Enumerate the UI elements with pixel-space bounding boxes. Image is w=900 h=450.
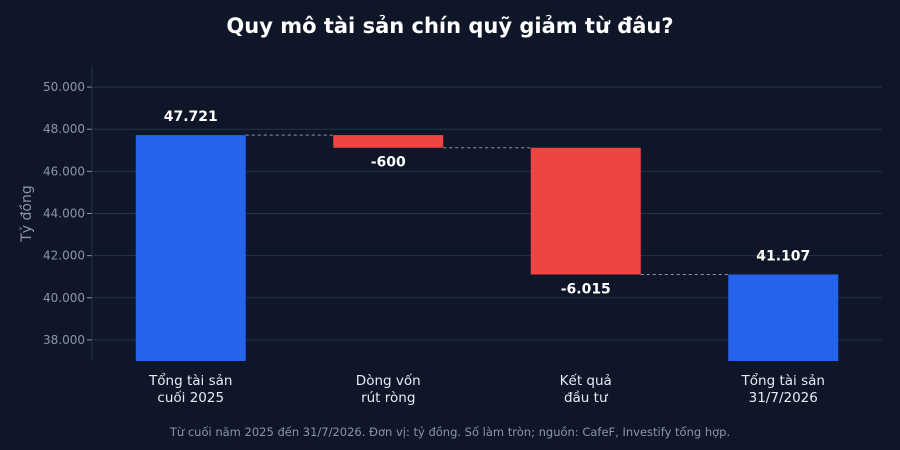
category-label: Tổng tài sản [148, 372, 232, 389]
category-label: Kết quả [560, 372, 612, 389]
category-label: 31/7/2026 [749, 390, 818, 406]
data-label: 47.721 [164, 109, 218, 125]
y-tick-label: 44.000 [43, 207, 85, 221]
category-label: rút ròng [361, 390, 415, 406]
y-tick-label: 38.000 [43, 333, 85, 347]
total-bar [728, 274, 839, 361]
y-tick-label: 46.000 [43, 164, 85, 178]
total-bar [135, 135, 246, 361]
category-label: Dòng vốn [356, 372, 421, 389]
decrease-bar [333, 135, 444, 148]
data-label: -6.015 [561, 281, 611, 297]
data-label: 41.107 [756, 248, 810, 264]
data-label: -600 [371, 155, 406, 171]
decrease-bar [530, 147, 641, 275]
y-tick-label: 50.000 [43, 80, 85, 94]
category-label: Tổng tài sản [741, 372, 825, 389]
chart-title: Quy mô tài sản chín quỹ giảm từ đâu? [226, 14, 674, 38]
chart-footnote: Từ cuối năm 2025 đến 31/7/2026. Đơn vị: … [169, 425, 731, 439]
y-tick-label: 40.000 [43, 291, 85, 305]
y-axis-title: Tỷ đồng [18, 185, 35, 243]
y-tick-label: 42.000 [43, 249, 85, 263]
y-tick-label: 48.000 [43, 122, 85, 136]
category-label: đầu tư [564, 390, 609, 406]
category-label: cuối 2025 [157, 389, 224, 406]
